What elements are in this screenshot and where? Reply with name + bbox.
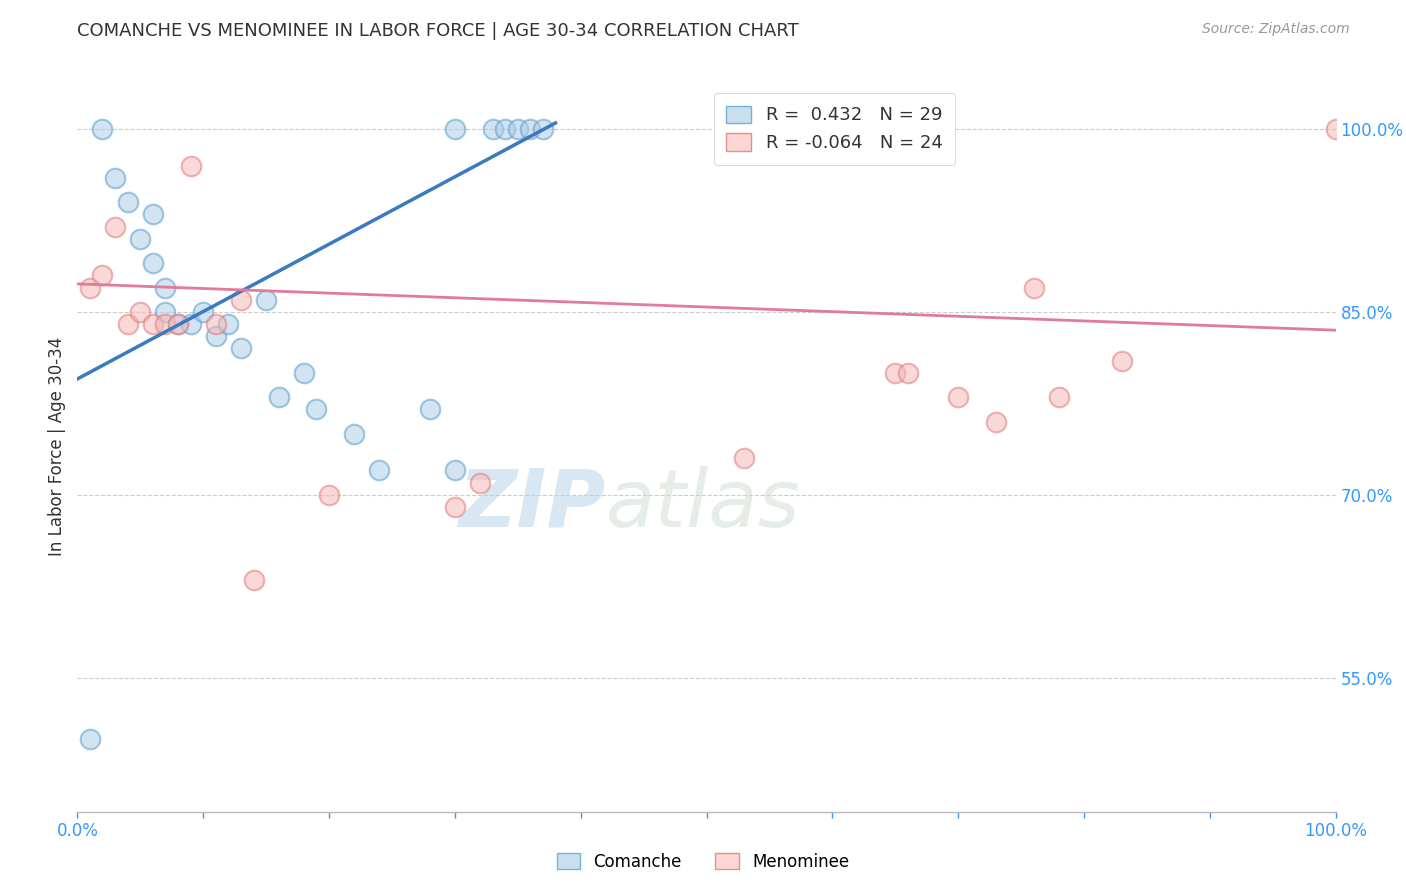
Point (142, 207, 165, 221)
Text: Source: ZipAtlas.com: Source: ZipAtlas.com (1202, 22, 1350, 37)
Point (142, 317, 165, 331)
Point (167, 317, 190, 331)
Point (254, 293, 277, 307)
Point (229, 293, 252, 307)
Point (180, 317, 202, 331)
Y-axis label: In Labor Force | Age 30-34: In Labor Force | Age 30-34 (48, 336, 66, 556)
Point (79, 731, 101, 746)
Point (984, 415, 1007, 429)
Point (494, 122, 516, 136)
Point (292, 366, 315, 380)
Point (204, 329, 226, 343)
Point (155, 305, 177, 319)
Point (897, 366, 920, 380)
Point (419, 402, 441, 417)
Point (217, 317, 239, 331)
Point (519, 122, 541, 136)
Text: COMANCHE VS MENOMINEE IN LABOR FORCE | AGE 30-34 CORRELATION CHART: COMANCHE VS MENOMINEE IN LABOR FORCE | A… (77, 22, 799, 40)
Point (481, 122, 503, 136)
Point (104, 170, 127, 185)
Point (79, 280, 101, 294)
Point (948, 390, 970, 404)
Legend: R =  0.432   N = 29, R = -0.064   N = 24: R = 0.432 N = 29, R = -0.064 N = 24 (714, 93, 956, 165)
Point (318, 488, 340, 502)
Point (1022, 280, 1045, 294)
Point (506, 122, 529, 136)
Point (242, 573, 264, 587)
Point (117, 317, 139, 331)
Text: ZIP: ZIP (458, 466, 606, 543)
Point (191, 305, 215, 319)
Point (129, 232, 152, 246)
Point (733, 451, 755, 466)
Point (155, 317, 177, 331)
Point (180, 159, 202, 173)
Point (155, 280, 177, 294)
Point (91, 122, 114, 136)
Text: atlas: atlas (606, 466, 800, 543)
Point (1047, 390, 1070, 404)
Point (117, 195, 139, 210)
Point (267, 390, 290, 404)
Point (104, 219, 127, 234)
Point (204, 317, 226, 331)
Point (531, 122, 554, 136)
Point (142, 256, 165, 270)
Point (468, 475, 491, 490)
Point (444, 122, 467, 136)
Point (129, 305, 152, 319)
Point (444, 463, 467, 477)
Point (1324, 122, 1347, 136)
Point (884, 366, 907, 380)
Point (91, 268, 114, 283)
Legend: Comanche, Menominee: Comanche, Menominee (548, 845, 858, 880)
Point (343, 426, 366, 441)
Point (1111, 353, 1133, 368)
Point (444, 500, 467, 514)
Point (229, 342, 252, 356)
Point (167, 317, 190, 331)
Point (305, 402, 328, 417)
Point (368, 463, 391, 477)
